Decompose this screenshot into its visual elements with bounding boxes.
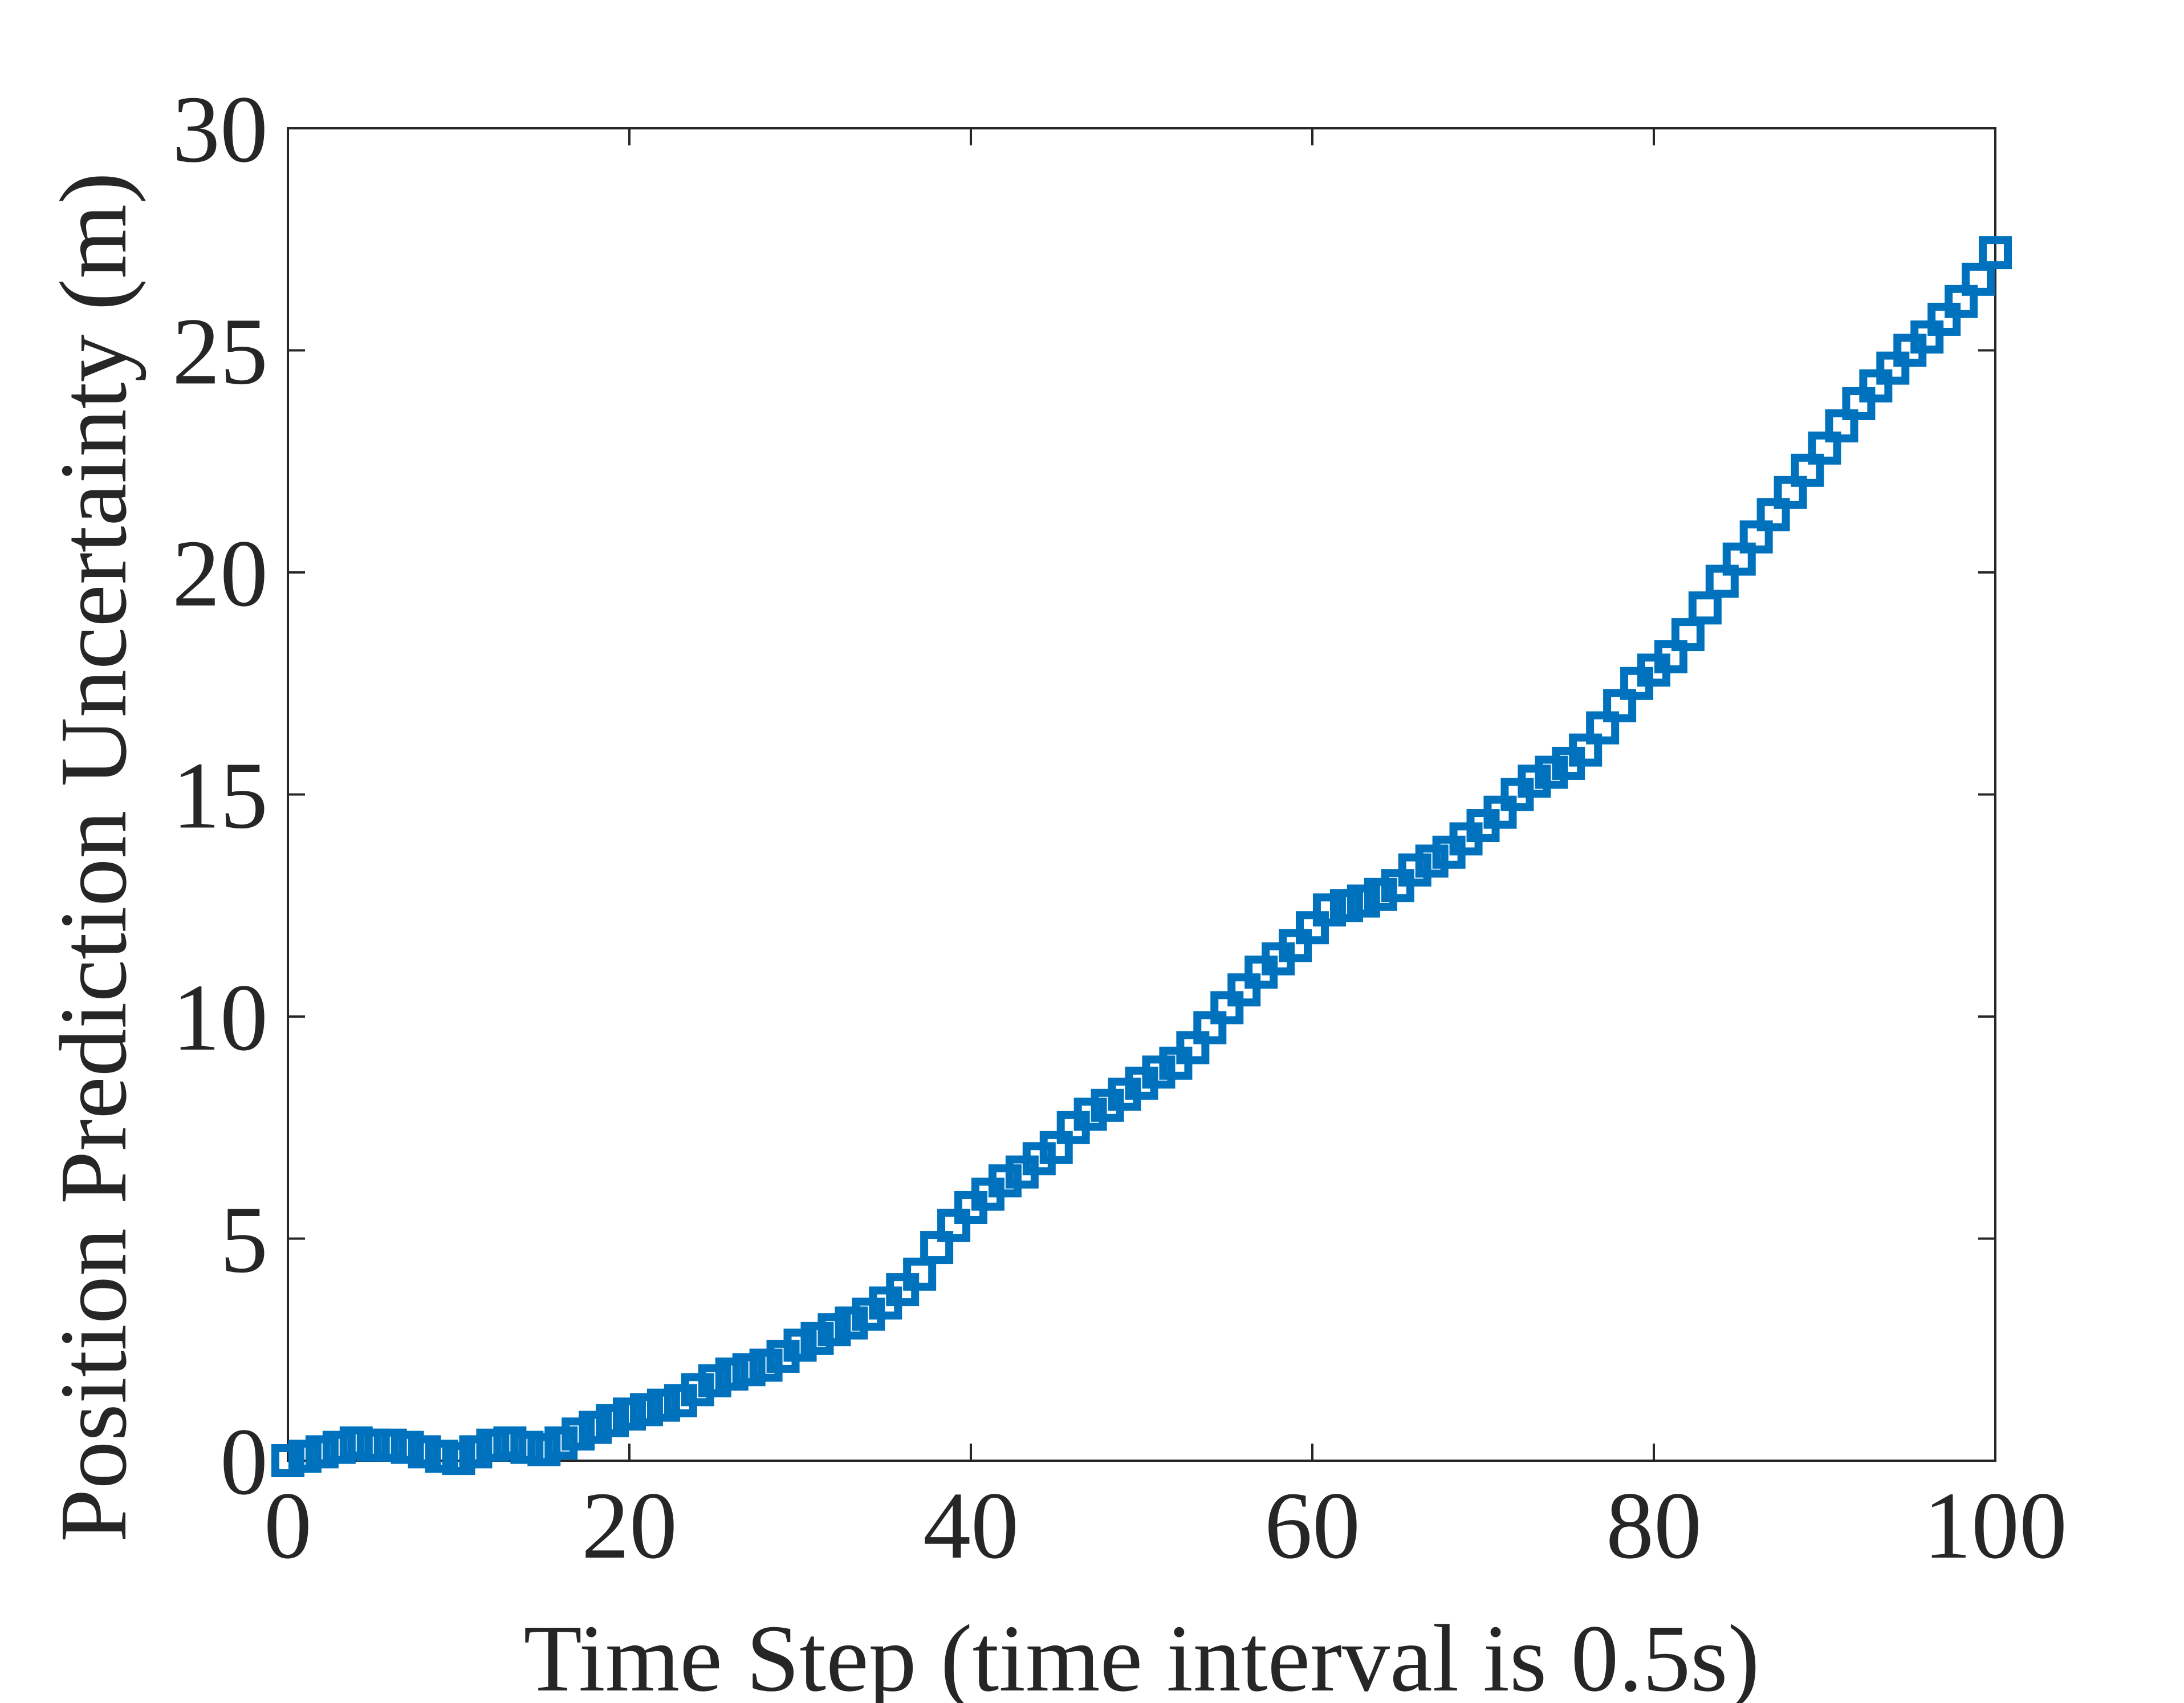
data-point-marker	[1688, 591, 1722, 625]
data-point-marker	[322, 1430, 356, 1464]
data-point-marker	[527, 1433, 561, 1466]
data-point-marker	[596, 1404, 629, 1437]
data-point-marker	[1193, 1011, 1227, 1044]
data-point-marker	[1210, 991, 1244, 1025]
data-point-marker	[579, 1411, 612, 1444]
data-point-marker	[783, 1328, 817, 1362]
data-point-marker	[373, 1428, 407, 1462]
x-axis-tick-labels: 0 20 40 60 80 100	[264, 1473, 2067, 1579]
data-point-marker	[1671, 618, 1705, 652]
data-point-marker	[818, 1313, 851, 1347]
data-point-marker	[339, 1426, 373, 1460]
data-point-marker	[1039, 1131, 1073, 1164]
data-point-marker	[698, 1364, 731, 1397]
data-point-marker	[646, 1388, 680, 1422]
x-tick-label: 40	[923, 1473, 1019, 1579]
data-point-marker	[1842, 387, 1876, 420]
data-point-marker	[613, 1397, 646, 1431]
data-point-marker	[510, 1430, 544, 1464]
data-point-marker	[476, 1428, 510, 1462]
data-point-marker	[271, 1444, 304, 1477]
data-point-marker	[305, 1435, 339, 1469]
y-tick-label: 10	[172, 965, 268, 1071]
x-tick-label: 20	[581, 1473, 677, 1579]
data-point-marker	[1312, 893, 1346, 927]
data-point-marker	[1603, 689, 1637, 722]
data-point-marker	[442, 1442, 475, 1476]
data-point-marker	[1808, 431, 1841, 465]
x-axis-label: Time Step (time interval is 0.5s)	[523, 1606, 1759, 1703]
y-tick-label: 5	[220, 1187, 268, 1293]
data-point-marker	[920, 1231, 954, 1265]
data-point-marker	[1791, 453, 1824, 487]
data-point-marker	[1705, 564, 1739, 598]
series-markers	[271, 236, 2012, 1477]
data-point-marker	[562, 1417, 595, 1451]
data-point-marker	[1296, 911, 1329, 945]
y-axis-tick-labels: 0 5 10 15 20 25 30	[172, 76, 268, 1515]
data-point-marker	[732, 1353, 766, 1387]
data-point-marker	[493, 1426, 527, 1460]
data-point-marker	[391, 1430, 424, 1464]
data-point-marker	[1910, 320, 1944, 354]
y-tick-label: 30	[172, 76, 268, 182]
data-point-marker	[1876, 351, 1910, 385]
data-point-marker	[1227, 973, 1261, 1007]
data-point-marker	[1739, 520, 1773, 554]
data-point-marker	[1927, 302, 1961, 336]
data-point-marker	[1774, 475, 1807, 509]
data-point-marker	[937, 1209, 971, 1242]
y-tick-label: 25	[172, 299, 268, 405]
x-tick-label: 0	[264, 1473, 312, 1579]
data-point-marker	[1279, 929, 1312, 962]
y-tick-label: 15	[172, 743, 268, 849]
data-point-marker	[1756, 498, 1790, 531]
data-point-marker	[629, 1393, 663, 1426]
y-tick-label: 0	[220, 1409, 268, 1515]
data-point-marker	[1176, 1031, 1210, 1064]
data-point-marker	[408, 1435, 441, 1469]
y-axis-label: Position Prediction Uncertainty (m)	[40, 172, 147, 1542]
data-point-marker	[288, 1440, 322, 1473]
x-tick-label: 100	[1923, 1473, 2067, 1579]
x-tick-label: 80	[1606, 1473, 1702, 1579]
data-point-marker	[903, 1257, 937, 1291]
data-point-marker	[1569, 733, 1603, 767]
y-tick-label: 20	[172, 521, 268, 627]
data-point-marker	[1859, 369, 1893, 403]
data-point-marker	[459, 1435, 493, 1469]
data-point-marker	[425, 1440, 458, 1473]
data-point-marker	[1962, 262, 1995, 296]
data-point-marker	[1722, 542, 1756, 576]
data-point-marker	[1825, 409, 1858, 442]
data-point-marker	[1654, 640, 1687, 674]
data-point-marker	[1979, 236, 2012, 270]
data-point-marker	[1329, 889, 1363, 922]
data-point-marker	[1483, 795, 1517, 829]
data-point-marker	[356, 1428, 390, 1462]
data-point-marker	[1347, 884, 1380, 918]
data-point-marker	[1586, 711, 1620, 745]
data-point-marker	[1945, 284, 1978, 318]
data-point-marker	[715, 1357, 749, 1391]
x-tick-label: 60	[1264, 1473, 1360, 1579]
